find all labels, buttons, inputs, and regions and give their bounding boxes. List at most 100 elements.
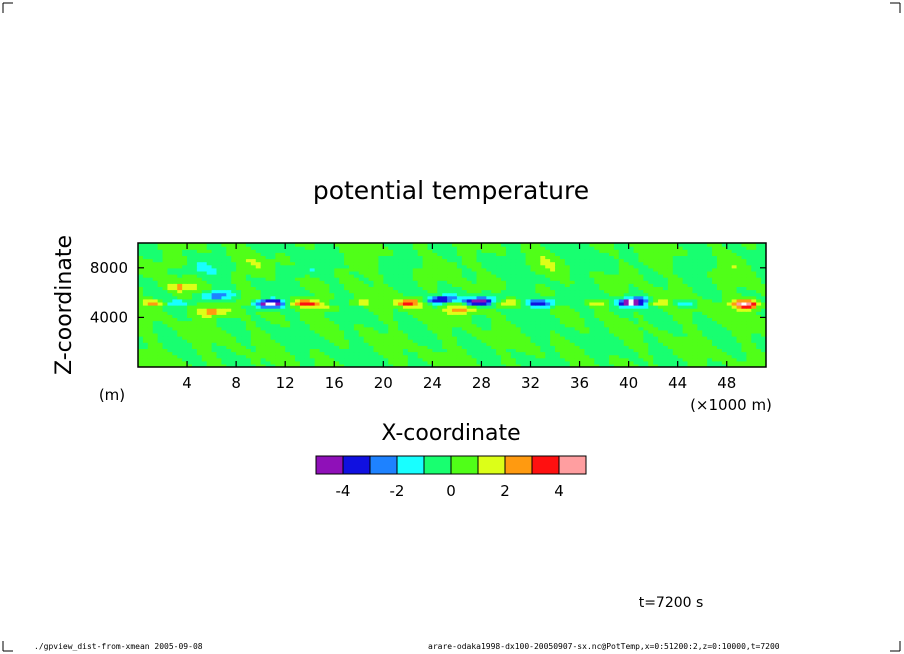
heatmap-cell [388, 261, 394, 266]
heatmap-cell [731, 336, 738, 340]
heatmap-cell [373, 317, 380, 322]
heatmap-cell [236, 246, 242, 250]
heatmap-cell [530, 274, 537, 278]
heatmap-cell [515, 264, 522, 269]
heatmap-cell [623, 298, 630, 303]
heatmap-cell [270, 292, 276, 297]
heatmap-cell [658, 342, 664, 346]
heatmap-cell [344, 314, 350, 318]
heatmap-cell [402, 360, 409, 365]
heatmap-cell [270, 255, 276, 260]
heatmap-cell [486, 292, 492, 297]
heatmap-cell [138, 317, 144, 322]
heatmap-cell [270, 305, 276, 309]
heatmap-cell [275, 301, 281, 306]
heatmap-cell [270, 348, 276, 353]
heatmap-cell [604, 357, 610, 362]
heatmap-cell [613, 249, 620, 253]
heatmap-cell [393, 261, 399, 266]
heatmap-cell [182, 345, 188, 349]
heatmap-cell [412, 249, 419, 253]
heatmap-cell [275, 305, 281, 309]
heatmap-cell [594, 326, 600, 331]
heatmap-cell [373, 289, 380, 294]
heatmap-cell [712, 274, 718, 278]
heatmap-cell [702, 332, 708, 337]
heatmap-cell [540, 332, 546, 337]
heatmap-cell [609, 305, 615, 309]
heatmap-cell [265, 249, 272, 253]
heatmap-cell [672, 360, 679, 365]
heatmap-cell [142, 255, 149, 260]
heatmap-cell [236, 252, 242, 256]
heatmap-cell [172, 267, 178, 272]
heatmap-cell [378, 274, 384, 278]
heatmap-cell [751, 329, 757, 334]
heatmap-cell [162, 283, 169, 287]
heatmap-cell [569, 305, 576, 309]
heatmap-cell [427, 258, 433, 263]
heatmap-cell [471, 308, 478, 312]
heatmap-cell [515, 280, 522, 284]
heatmap-cell [358, 360, 365, 365]
heatmap-cell [206, 246, 213, 250]
heatmap-cell [191, 323, 198, 328]
heatmap-cell [226, 298, 232, 303]
heatmap-cell [628, 249, 635, 253]
heatmap-cell [162, 258, 169, 263]
heatmap-cell [226, 320, 232, 325]
heatmap-cell [245, 298, 252, 303]
heatmap-cell [147, 342, 154, 346]
heatmap-cell [437, 301, 443, 306]
heatmap-cell [216, 283, 223, 287]
heatmap-cell [559, 289, 566, 294]
heatmap-cell [157, 357, 164, 362]
heatmap-cell [579, 305, 586, 309]
heatmap-cell [559, 283, 566, 287]
heatmap-cell [353, 267, 360, 272]
heatmap-cell [461, 354, 468, 359]
heatmap-cell [334, 283, 340, 287]
heatmap-cell [152, 323, 159, 328]
heatmap-cell [721, 357, 728, 362]
heatmap-cell [574, 258, 581, 263]
heatmap-cell [285, 274, 291, 278]
heatmap-cell [402, 317, 409, 322]
heatmap-cell [280, 345, 286, 349]
heatmap-cell [221, 305, 227, 309]
heatmap-cell [692, 286, 698, 291]
heatmap-cell [182, 363, 188, 367]
heatmap-cell [138, 308, 144, 312]
heatmap-cell [285, 277, 291, 281]
heatmap-cell [260, 292, 267, 297]
heatmap-cell [211, 348, 218, 353]
heatmap-cell [726, 317, 733, 322]
heatmap-cell [731, 264, 738, 269]
heatmap-cell [628, 354, 635, 359]
heatmap-cell [761, 323, 766, 328]
heatmap-cell [535, 298, 541, 303]
heatmap-cell [648, 280, 654, 284]
heatmap-cell [201, 317, 208, 322]
heatmap-cell [182, 314, 188, 318]
heatmap-cell [388, 348, 394, 353]
heatmap-cell [196, 326, 203, 331]
heatmap-cell [594, 332, 600, 337]
heatmap-cell [152, 289, 159, 294]
heatmap-cell [265, 354, 272, 359]
heatmap-cell [142, 314, 149, 318]
heatmap-cell [682, 264, 689, 269]
heatmap-cell [648, 329, 654, 334]
heatmap-cell [574, 348, 581, 353]
heatmap-cell [667, 252, 674, 256]
heatmap-cell [535, 292, 541, 297]
heatmap-cell [702, 252, 708, 256]
heatmap-cell [221, 274, 227, 278]
heatmap-cell [702, 301, 708, 306]
heatmap-cell [314, 342, 321, 346]
heatmap-cell [147, 255, 154, 260]
heatmap-cell [520, 354, 527, 359]
heatmap-cell [157, 351, 164, 356]
heatmap-cell [422, 301, 429, 306]
heatmap-cell [393, 286, 399, 291]
